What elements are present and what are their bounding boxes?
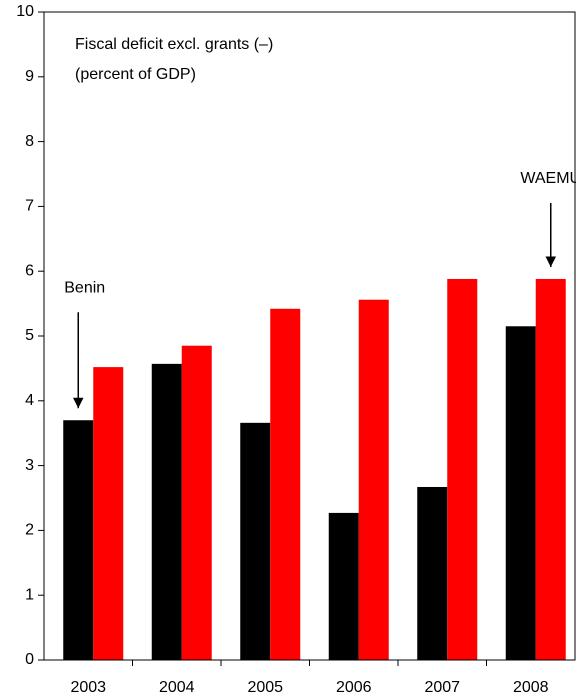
series-label: Benin xyxy=(64,279,105,296)
y-tick-label: 10 xyxy=(16,3,34,20)
bar xyxy=(417,486,448,660)
series-label: WAEMU xyxy=(520,170,576,187)
x-tick-label: 2004 xyxy=(159,679,195,696)
x-tick-label: 2007 xyxy=(424,679,460,696)
bar xyxy=(181,345,212,660)
y-tick-label: 9 xyxy=(25,68,34,85)
plot-frame xyxy=(43,11,576,661)
bar xyxy=(270,308,301,660)
bar xyxy=(93,367,124,660)
y-tick-label: 7 xyxy=(25,198,34,215)
y-tick-label: 2 xyxy=(25,522,34,539)
y-tick-label: 6 xyxy=(25,262,34,279)
x-tick-label: 2005 xyxy=(247,679,283,696)
bar xyxy=(447,278,478,660)
y-tick-label: 8 xyxy=(25,133,34,150)
bar xyxy=(63,420,94,660)
chart-title: Fiscal deficit excl. grants (–) xyxy=(75,36,273,53)
bar xyxy=(328,512,359,660)
y-tick-label: 3 xyxy=(25,457,34,474)
bar xyxy=(535,278,566,660)
y-tick-label: 1 xyxy=(25,586,34,603)
x-tick-label: 2008 xyxy=(513,679,549,696)
y-tick-label: 4 xyxy=(25,392,34,409)
x-tick-label: 2006 xyxy=(336,679,372,696)
bar xyxy=(505,326,536,660)
y-tick-label: 5 xyxy=(25,327,34,344)
bar xyxy=(151,363,182,660)
x-tick-label: 2003 xyxy=(70,679,106,696)
y-tick-label: 0 xyxy=(25,651,34,668)
chart-subtitle: (percent of GDP) xyxy=(75,66,196,83)
bar xyxy=(240,422,271,660)
bar xyxy=(358,299,389,660)
